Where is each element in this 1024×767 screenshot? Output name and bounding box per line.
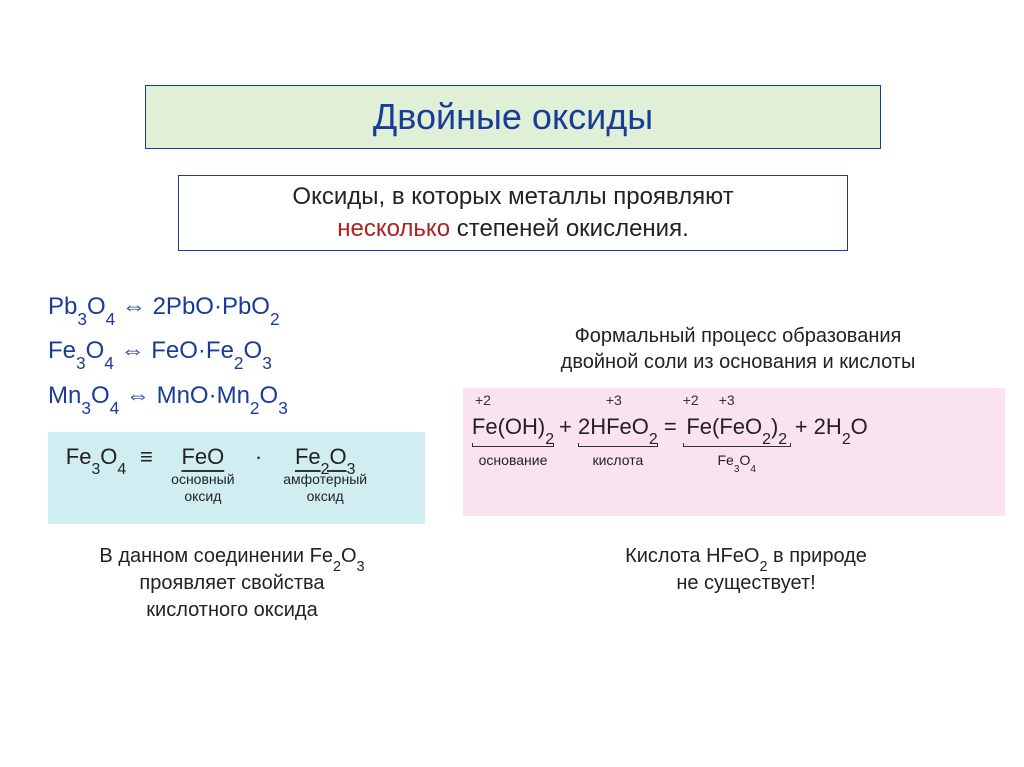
f2a: Fe xyxy=(48,337,76,364)
rt3a: Fe(FeO xyxy=(686,414,762,439)
note-right-bottom: Кислота HFeO2 в природе не существует! xyxy=(516,543,976,597)
formula-1: Pb3O4 ⇔ 2PbO·PbO2 xyxy=(48,285,288,329)
react-t2: 2HFeO2 xyxy=(578,414,658,440)
rt2x: 2HFeO xyxy=(578,414,649,439)
def-line2: несколько степеней окисления. xyxy=(337,213,689,245)
n1a: В данном соединении Fe xyxy=(99,545,333,567)
equiv-mid: FeO xyxy=(181,444,224,470)
title-text: Двойные оксиды xyxy=(373,96,653,138)
rt1: Формальный процесс образования xyxy=(575,325,902,347)
n1c: проявляет свойства xyxy=(139,572,324,594)
f3b: O xyxy=(91,382,110,409)
rt3l: Fe3O4 xyxy=(717,453,755,468)
f2b: O xyxy=(86,337,105,364)
equiv-eq: ≡ xyxy=(134,444,159,470)
rp2: + 2H xyxy=(795,414,842,439)
el1: Fe xyxy=(66,444,92,469)
f1b: O xyxy=(87,293,106,320)
rt3l1: Fe xyxy=(717,452,733,468)
charge-3a: +2 xyxy=(683,392,699,408)
f2d: O xyxy=(244,337,263,364)
react-t4: + 2H2O xyxy=(793,414,868,440)
reaction-box: +2 Fe(OH)2 основание + +3 2HFeO2 кислота… xyxy=(463,388,1005,516)
rb2: в природе xyxy=(767,545,866,567)
rb1: Кислота HFeO xyxy=(625,545,759,567)
title-box: Двойные оксиды xyxy=(145,85,881,149)
equiv-right-label2: оксид xyxy=(307,489,344,504)
f1c: ⇔ 2PbO·PbO xyxy=(115,293,270,320)
rt2l: кислота xyxy=(592,453,643,468)
f3c: ⇔ MnO·Mn xyxy=(119,382,250,409)
f3d: O xyxy=(260,382,279,409)
rt2: двойной соли из основания и кислоты xyxy=(561,351,916,373)
formulas-block: Pb3O4 ⇔ 2PbO·PbO2 Fe3O4 ⇔ FeO·Fe2O3 Mn3O… xyxy=(48,285,288,418)
f2c: ⇔ FeO·Fe xyxy=(114,337,234,364)
definition-box: Оксиды, в которых металлы проявляют неск… xyxy=(178,175,848,251)
note-left: В данном соединении Fe2O3 проявляет свой… xyxy=(57,543,407,624)
react-plus1: + xyxy=(555,414,576,440)
el2: O xyxy=(100,444,117,469)
def-rest: степеней окисления. xyxy=(450,215,689,242)
note-right-top: Формальный процесс образования двойной с… xyxy=(488,323,988,375)
rt1l: основание xyxy=(479,453,548,468)
equiv-mid-label1: основный xyxy=(171,472,234,487)
f3a: Mn xyxy=(48,382,81,409)
rt1x: Fe(OH) xyxy=(472,414,545,439)
er1: Fe xyxy=(295,444,321,469)
def-line1: Оксиды, в которых металлы проявляют xyxy=(292,181,733,213)
equiv-dot: · xyxy=(247,444,270,470)
react-t3: Fe(FeO2)2 xyxy=(686,414,787,440)
equiv-left: Fe3O4 xyxy=(66,444,126,470)
react-eq: = xyxy=(660,414,681,440)
er2: O xyxy=(329,444,346,469)
equiv-mid-label2: оксид xyxy=(184,489,221,504)
rb3: не существует! xyxy=(676,572,815,594)
charge-1: +2 xyxy=(475,392,491,408)
formula-2: Fe3O4 ⇔ FeO·Fe2O3 xyxy=(48,329,288,373)
def-accent: несколько xyxy=(337,215,450,242)
charge-2: +3 xyxy=(606,392,622,408)
equiv-right: Fe2O3 xyxy=(295,444,355,470)
rt4: O xyxy=(851,414,868,439)
rt3l2: O xyxy=(739,452,750,468)
equivalence-box: Fe3O4 ≡ FeO основный оксид · Fe2O3 амфот… xyxy=(48,432,425,524)
react-t1: Fe(OH)2 xyxy=(472,414,554,440)
f1a: Pb xyxy=(48,293,77,320)
n1b: O xyxy=(341,545,357,567)
charge-3b: +3 xyxy=(719,392,735,408)
formula-3: Mn3O4 ⇔ MnO·Mn2O3 xyxy=(48,374,288,418)
n1d: кислотного оксида xyxy=(146,599,317,621)
